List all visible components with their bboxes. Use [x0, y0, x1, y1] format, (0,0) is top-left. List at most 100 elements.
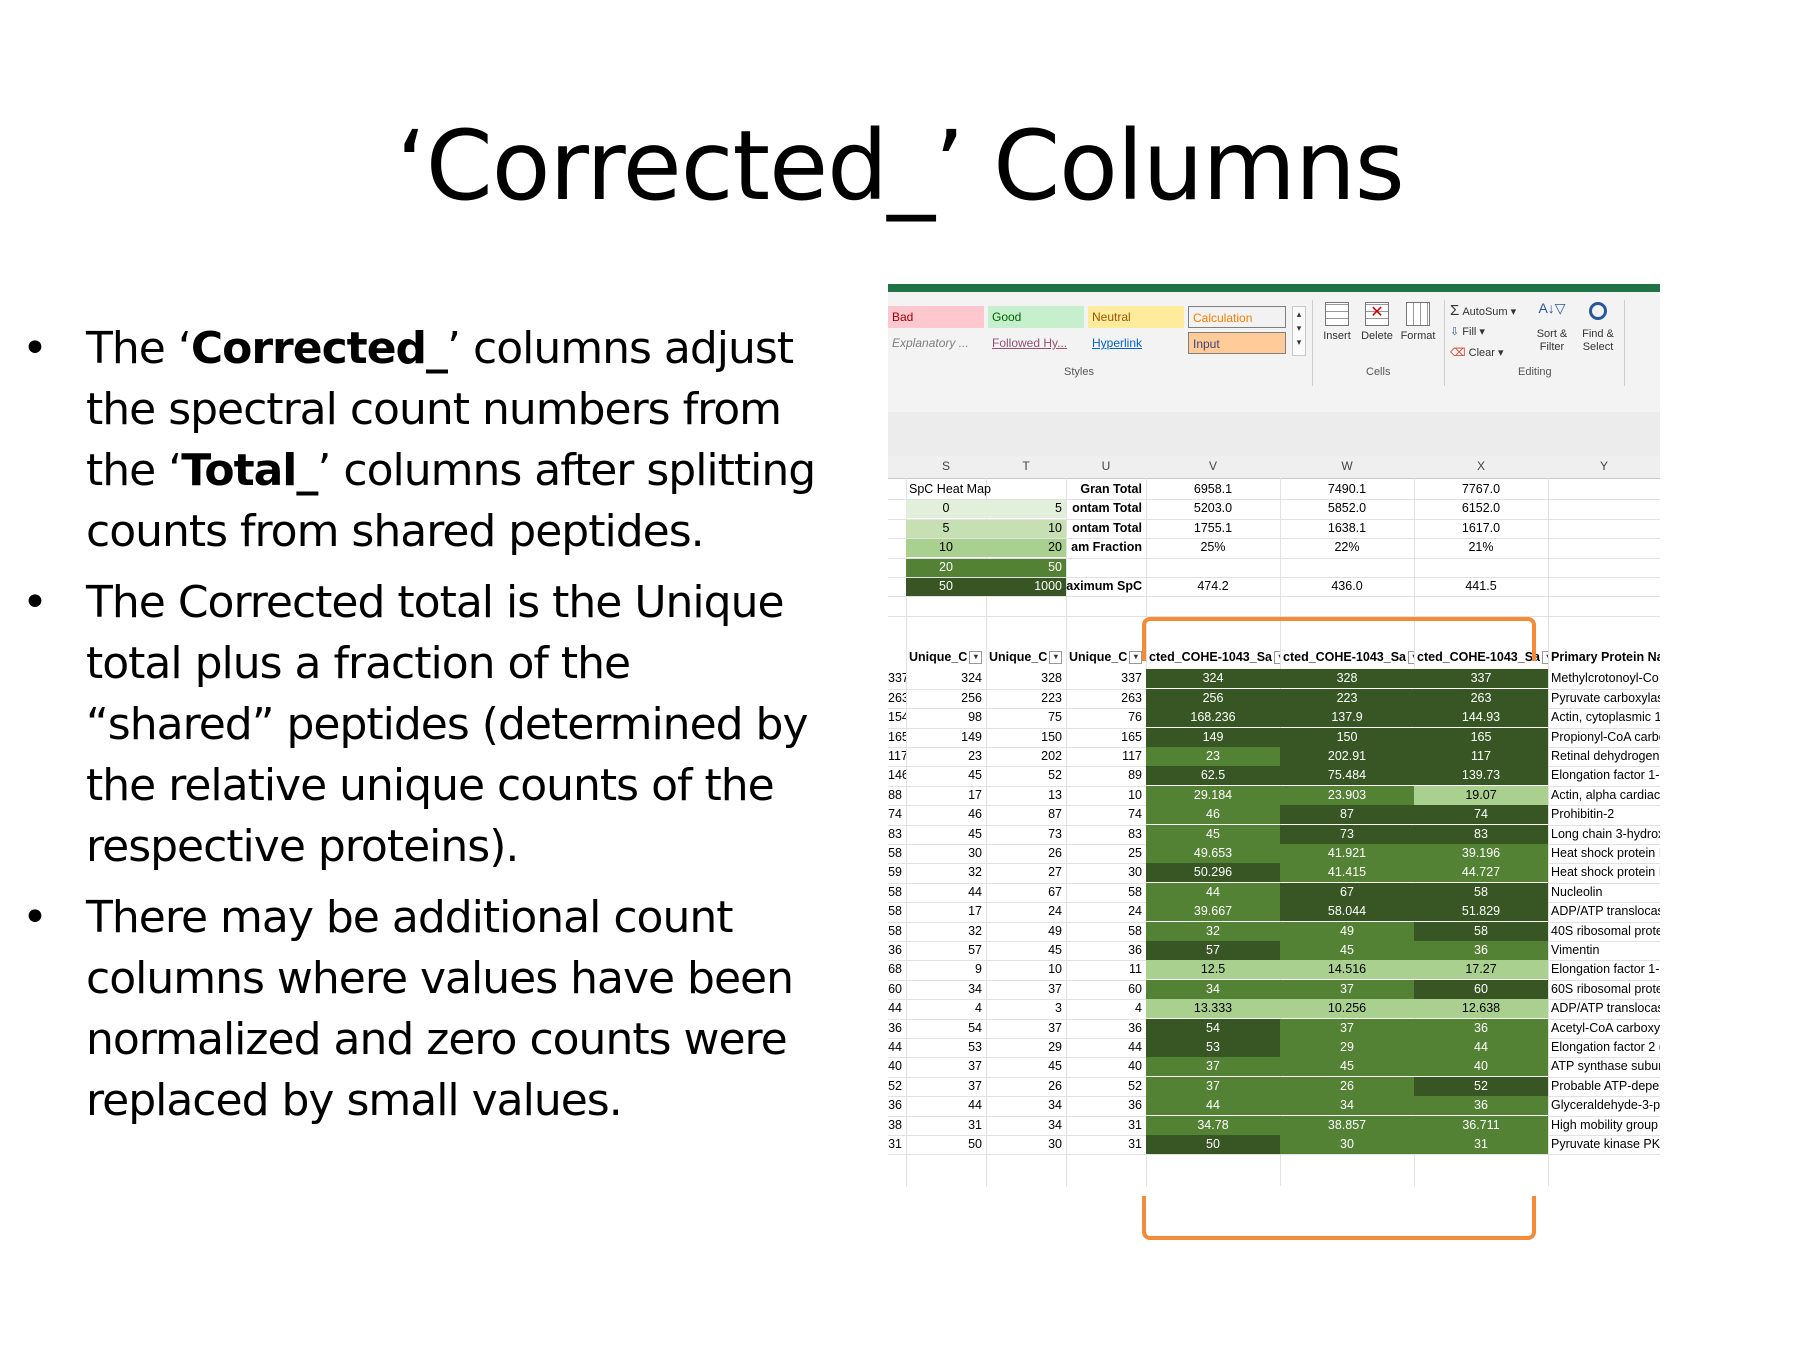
heatmap-hi-cell[interactable]: 20 [986, 538, 1066, 558]
unique-count-cell[interactable]: 45 [1048, 943, 1062, 957]
corrected-count-cell[interactable]: 67 [1280, 882, 1414, 902]
protein-name-cell[interactable]: ATP synthase subun [1551, 1059, 1660, 1074]
protein-name-cell[interactable]: Retinal dehydrogen [1551, 749, 1660, 763]
corrected-count-cell[interactable]: 83 [1414, 824, 1548, 844]
filter-dropdown-icon[interactable]: ▾ [1541, 651, 1548, 665]
row-clipped-cell[interactable]: 68 [888, 962, 902, 977]
row-clipped-cell[interactable]: 44 [888, 1040, 902, 1054]
corrected-count-cell[interactable]: 23 [1146, 747, 1280, 766]
protein-name-cell[interactable]: Vimentin [1551, 943, 1600, 957]
corrected-count-cell[interactable]: 45 [1146, 824, 1280, 844]
summary-x-cell[interactable]: 7767.0 [1461, 482, 1501, 496]
summary-label-cell[interactable]: ontam Total [1072, 520, 1142, 535]
unique-count-cell[interactable]: 73 [1048, 826, 1062, 841]
style-followed-hyperlink[interactable]: Followed Hy... [992, 336, 1068, 350]
table-header-cell[interactable] [888, 648, 906, 667]
row-clipped-cell[interactable]: 74 [888, 807, 902, 822]
corrected-count-cell[interactable]: 26 [1280, 1076, 1414, 1096]
unique-count-cell[interactable]: 26 [1048, 1078, 1062, 1093]
unique-count-cell[interactable]: 31 [1128, 1137, 1142, 1151]
table-header-cell[interactable]: Primary Protein Nar [1551, 650, 1660, 664]
unique-count-cell[interactable]: 49 [1048, 923, 1062, 938]
corrected-count-cell[interactable]: 150 [1280, 727, 1414, 747]
corrected-count-cell[interactable]: 49 [1280, 921, 1414, 941]
protein-name-cell[interactable]: ADP/ATP translocas [1551, 1001, 1660, 1016]
corrected-count-cell[interactable]: 52 [1414, 1076, 1548, 1096]
protein-name-cell[interactable]: Acetyl-CoA carboxy [1551, 1020, 1660, 1035]
table-header-cell[interactable]: Unique_C ▾ [906, 648, 986, 667]
corrected-count-cell[interactable]: 137.9 [1280, 708, 1414, 728]
unique-count-cell[interactable]: 36 [1128, 1098, 1142, 1113]
heatmap-title-cell[interactable]: SpC Heat Map [909, 482, 991, 496]
corrected-count-cell[interactable]: 60 [1414, 979, 1548, 999]
unique-count-cell[interactable]: 29 [1048, 1040, 1062, 1054]
unique-count-cell[interactable]: 58 [1128, 923, 1142, 938]
style-hyperlink[interactable]: Hyperlink [1092, 336, 1143, 350]
corrected-count-cell[interactable]: 263 [1414, 688, 1548, 708]
corrected-count-cell[interactable]: 87 [1280, 805, 1414, 825]
summary-w-cell[interactable]: 5852.0 [1327, 501, 1367, 516]
corrected-count-cell[interactable]: 39.196 [1414, 844, 1548, 863]
heatmap-lo-cell[interactable]: 5 [906, 518, 986, 538]
summary-v-cell[interactable]: 25% [1200, 540, 1226, 555]
summary-w-cell[interactable]: 7490.1 [1327, 482, 1367, 496]
unique-count-cell[interactable]: 76 [1128, 710, 1142, 725]
unique-count-cell[interactable]: 11 [1129, 962, 1142, 977]
heatmap-lo-cell[interactable]: 10 [906, 538, 986, 558]
corrected-count-cell[interactable]: 31 [1414, 1135, 1548, 1154]
protein-name-cell[interactable]: Actin, cytoplasmic 1 [1551, 710, 1660, 725]
corrected-count-cell[interactable]: 10.256 [1280, 999, 1414, 1019]
corrected-count-cell[interactable]: 44 [1146, 1096, 1280, 1116]
corrected-count-cell[interactable]: 41.415 [1280, 863, 1414, 883]
summary-label-cell[interactable]: Gran Total [1080, 482, 1142, 496]
corrected-count-cell[interactable]: 168.236 [1146, 708, 1280, 728]
unique-count-cell[interactable]: 202 [1041, 749, 1062, 763]
row-clipped-cell[interactable]: 44 [888, 1001, 902, 1016]
corrected-count-cell[interactable]: 256 [1146, 688, 1280, 708]
unique-count-cell[interactable]: 24 [1128, 904, 1142, 919]
unique-count-cell[interactable]: 45 [1048, 1059, 1062, 1074]
summary-v-cell[interactable]: 474.2 [1197, 579, 1229, 593]
unique-count-cell[interactable]: 150 [1041, 729, 1062, 744]
column-header-t[interactable]: T [1022, 459, 1030, 473]
corrected-count-cell[interactable]: 51.829 [1414, 902, 1548, 922]
unique-count-cell[interactable]: 57 [968, 943, 982, 957]
corrected-count-cell[interactable]: 34 [1280, 1096, 1414, 1116]
unique-count-cell[interactable]: 23 [968, 749, 982, 763]
corrected-count-cell[interactable]: 73 [1280, 824, 1414, 844]
unique-count-cell[interactable]: 30 [1048, 1137, 1062, 1151]
protein-name-cell[interactable]: Pyruvate kinase PKN [1551, 1137, 1660, 1151]
corrected-count-cell[interactable]: 14.516 [1280, 960, 1414, 980]
unique-count-cell[interactable]: 324 [961, 671, 982, 686]
corrected-count-cell[interactable]: 223 [1280, 688, 1414, 708]
summary-v-cell[interactable]: 1755.1 [1193, 520, 1233, 535]
corrected-count-cell[interactable]: 44.727 [1414, 863, 1548, 883]
row-clipped-cell[interactable]: 337 [888, 671, 906, 686]
corrected-count-cell[interactable]: 36.711 [1414, 1115, 1548, 1135]
corrected-count-cell[interactable]: 30 [1280, 1135, 1414, 1154]
corrected-count-cell[interactable]: 58 [1414, 882, 1548, 902]
row-clipped-cell[interactable]: 60 [888, 981, 902, 996]
corrected-count-cell[interactable]: 139.73 [1414, 766, 1548, 786]
summary-x-cell[interactable]: 441.5 [1465, 579, 1497, 593]
unique-count-cell[interactable]: 31 [1128, 1117, 1142, 1132]
unique-count-cell[interactable]: 9 [975, 962, 982, 977]
unique-count-cell[interactable]: 37 [968, 1059, 982, 1074]
protein-name-cell[interactable]: Elongation factor 1- [1551, 962, 1660, 977]
protein-name-cell[interactable]: Glyceraldehyde-3-p [1551, 1098, 1660, 1113]
corrected-count-cell[interactable]: 40 [1414, 1057, 1548, 1077]
row-clipped-cell[interactable]: 117 [888, 749, 906, 763]
unique-count-cell[interactable]: 54 [968, 1020, 982, 1035]
unique-count-cell[interactable]: 58 [1128, 884, 1142, 899]
heatmap-hi-cell[interactable]: 10 [986, 518, 1066, 538]
corrected-count-cell[interactable]: 36 [1414, 1018, 1548, 1038]
filter-dropdown-icon[interactable]: ▾ [1273, 651, 1280, 665]
heatmap-hi-cell[interactable]: 1000 [986, 577, 1066, 596]
unique-count-cell[interactable]: 53 [968, 1040, 982, 1054]
styles-scroll[interactable]: ▴ ▾ ▾ [1292, 306, 1306, 356]
summary-label-cell[interactable]: am Fraction [1071, 540, 1142, 555]
corrected-count-cell[interactable]: 29 [1280, 1038, 1414, 1057]
summary-x-cell[interactable]: 21% [1468, 540, 1494, 555]
protein-name-cell[interactable]: Propionyl-CoA carbo [1551, 729, 1660, 744]
format-button[interactable]: Format [1398, 302, 1438, 342]
